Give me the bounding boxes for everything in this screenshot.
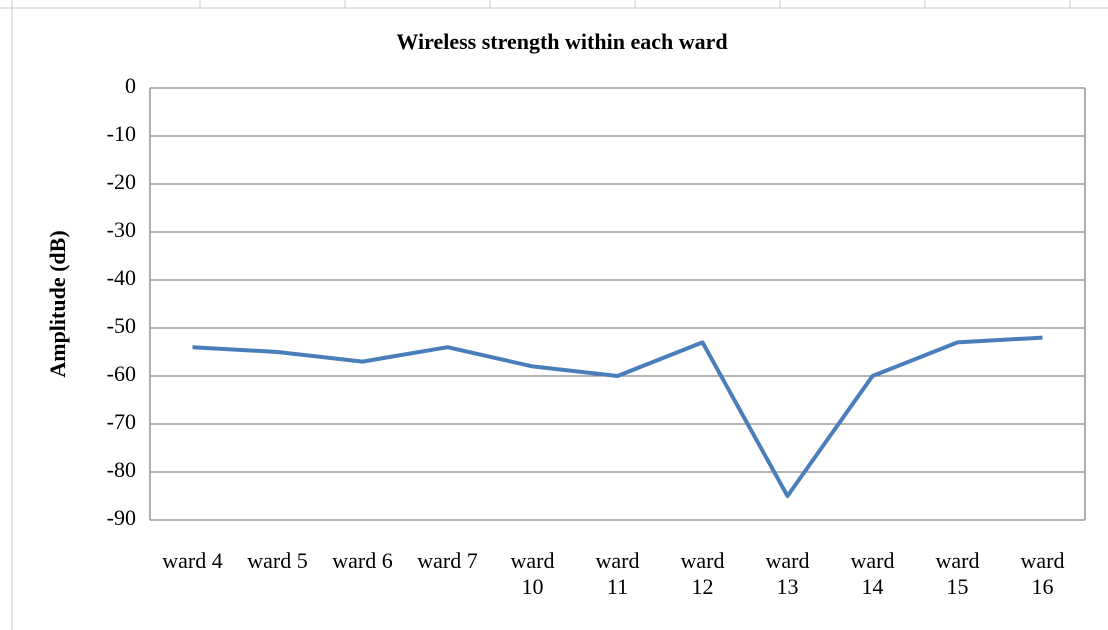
y-tick-label: -50: [107, 313, 136, 338]
x-tick-label: ward 15: [935, 548, 980, 599]
x-tick-label: ward 13: [765, 548, 810, 599]
y-tick-label: 0: [125, 73, 136, 98]
x-tick-label: ward 12: [680, 548, 725, 599]
x-tick-label: ward 7: [417, 548, 478, 573]
y-tick-label: -90: [107, 505, 136, 530]
y-tick-label: -10: [107, 121, 136, 146]
y-tick-label: -80: [107, 457, 136, 482]
y-tick-label: -20: [107, 169, 136, 194]
x-tick-label: ward 11: [595, 548, 640, 599]
y-axis-label: Amplitude (dB): [45, 230, 70, 377]
y-tick-label: -60: [107, 361, 136, 386]
x-tick-label: ward 14: [850, 548, 895, 599]
line-series: [192, 335, 1043, 498]
y-tick-label: -30: [107, 217, 136, 242]
x-tick-label: ward 5: [247, 548, 308, 573]
x-tick-label: ward 10: [510, 548, 555, 599]
x-tick-label: ward 16: [1020, 548, 1065, 599]
chart-title: Wireless strength within each ward: [396, 29, 727, 54]
x-tick-label: ward 6: [332, 548, 393, 573]
y-tick-label: -70: [107, 409, 136, 434]
y-tick-label: -40: [107, 265, 136, 290]
x-tick-label: ward 4: [162, 548, 223, 573]
